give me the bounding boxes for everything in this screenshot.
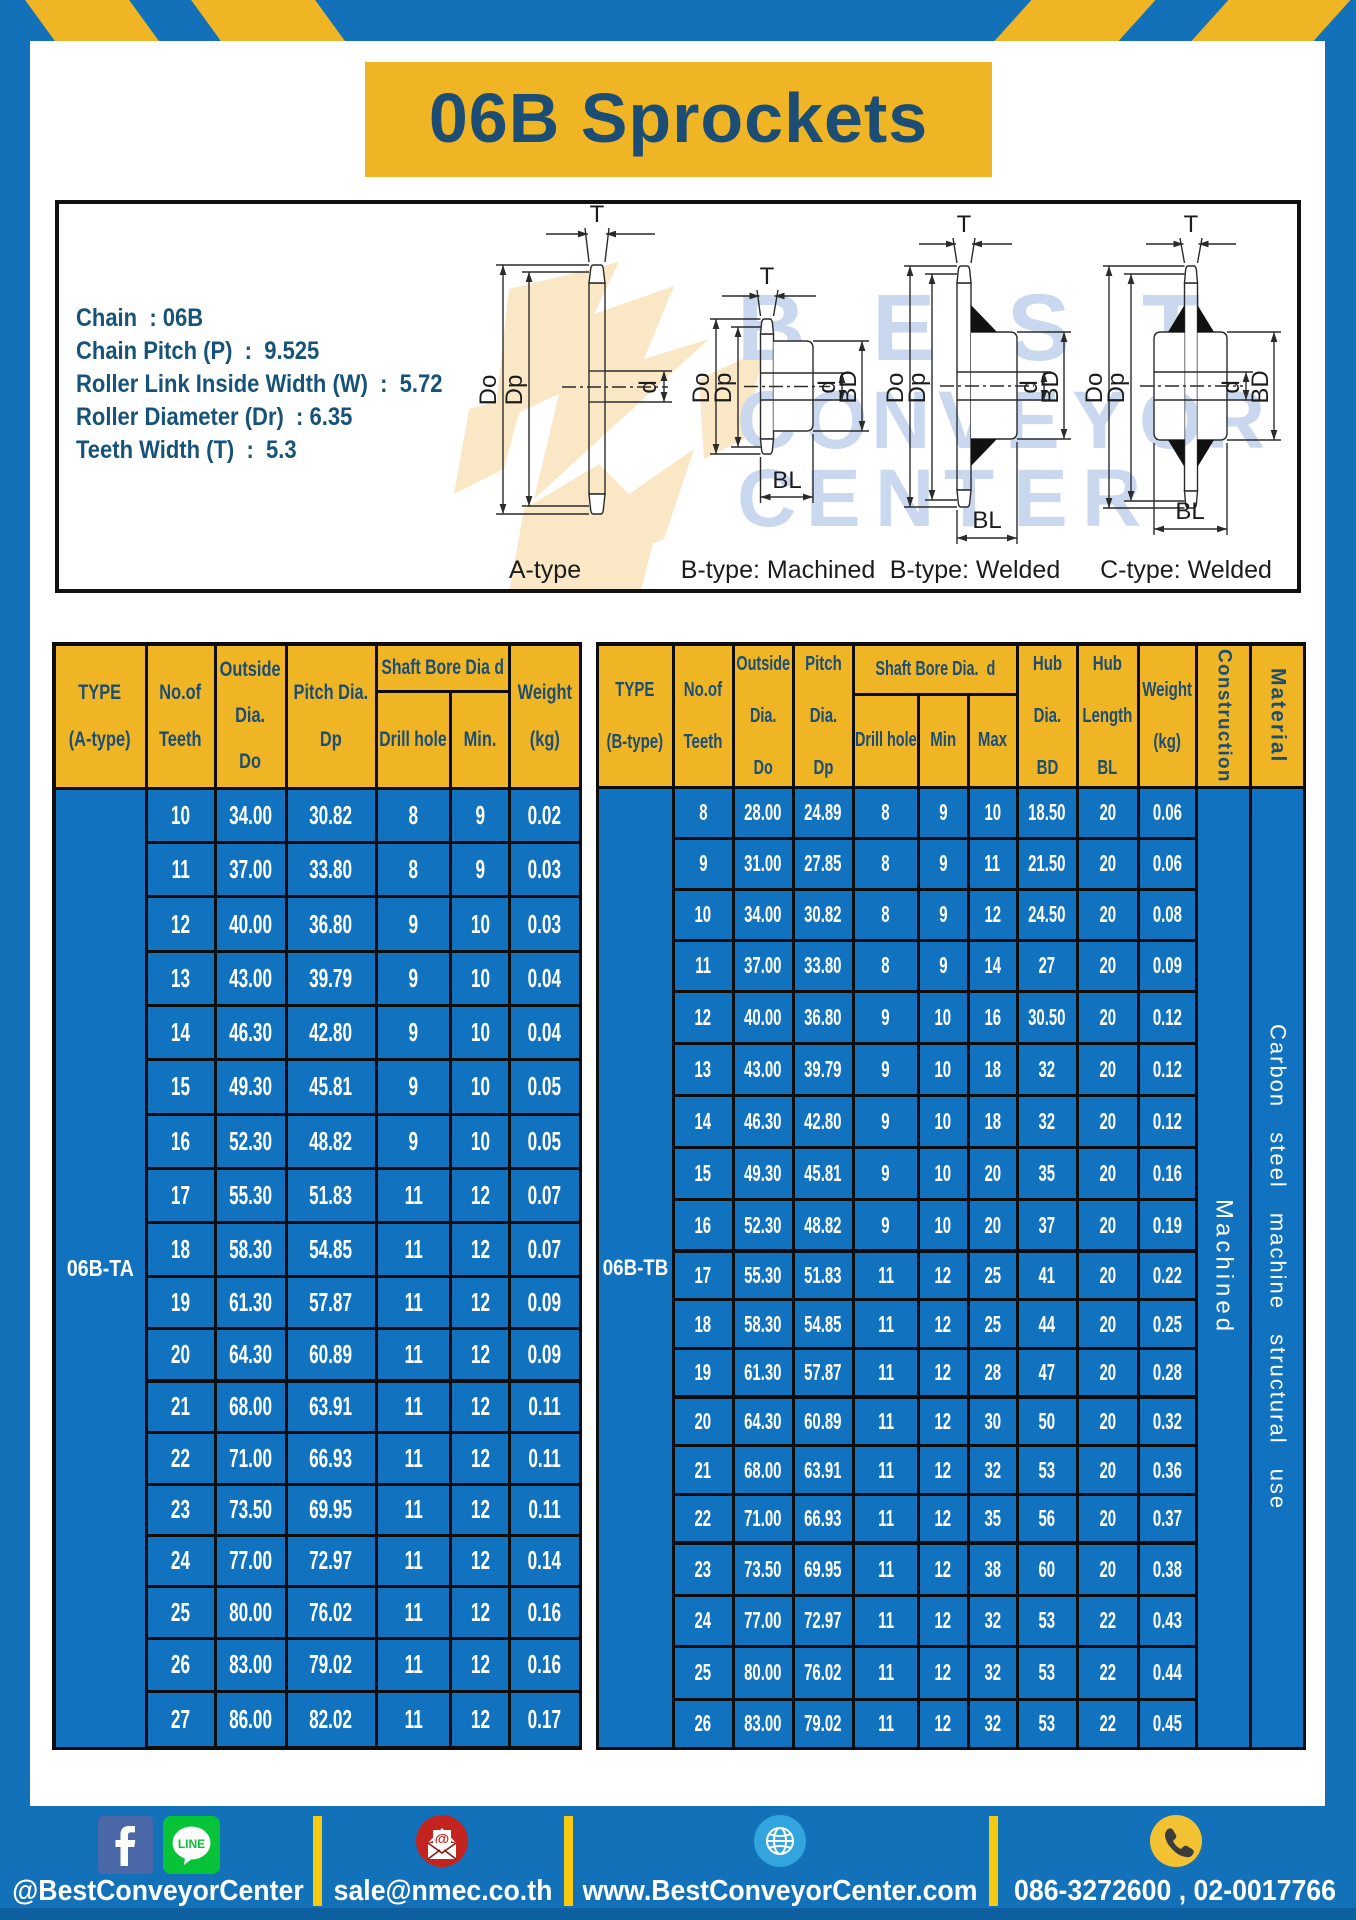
svg-text:Do: Do — [475, 375, 502, 406]
svg-text:Do: Do — [882, 373, 909, 404]
svg-text:T: T — [590, 204, 605, 228]
svg-text:O: O — [804, 375, 868, 466]
svg-text:C-type: Welded: C-type: Welded — [1100, 556, 1272, 584]
svg-text:BD: BD — [1247, 370, 1274, 403]
svg-text:E: E — [1013, 453, 1068, 544]
svg-text:Dp: Dp — [904, 373, 931, 404]
svg-text:Dp: Dp — [501, 375, 528, 406]
svg-text:Do: Do — [688, 373, 715, 404]
svg-text:Dp: Dp — [1103, 373, 1130, 404]
svg-text:BD: BD — [835, 370, 862, 403]
svg-text:T: T — [1184, 211, 1199, 238]
svg-text:B-type: Machined: B-type: Machined — [681, 556, 876, 584]
svg-text:d: d — [814, 380, 841, 393]
svg-text:BL: BL — [972, 507, 1001, 534]
svg-text:Do: Do — [1081, 373, 1108, 404]
svg-text:T: T — [760, 263, 775, 290]
svg-text:E: E — [806, 453, 861, 544]
svg-text:Y: Y — [1072, 375, 1127, 466]
svg-text:d: d — [1218, 380, 1245, 393]
svg-text:E: E — [872, 275, 935, 381]
svg-text:d: d — [1016, 380, 1043, 393]
svg-text:d: d — [635, 380, 662, 393]
svg-text:N: N — [875, 453, 934, 544]
svg-text:Dp: Dp — [710, 373, 737, 404]
svg-text:A-type: A-type — [509, 556, 581, 584]
svg-text:BD: BD — [1037, 370, 1064, 403]
svg-text:BL: BL — [772, 467, 801, 494]
svg-text:BL: BL — [1175, 498, 1204, 525]
svg-text:T: T — [957, 211, 972, 238]
svg-text:N: N — [871, 375, 930, 466]
svg-text:LINE: LINE — [178, 1837, 205, 1851]
svg-text:B-type: Welded: B-type: Welded — [890, 556, 1060, 584]
